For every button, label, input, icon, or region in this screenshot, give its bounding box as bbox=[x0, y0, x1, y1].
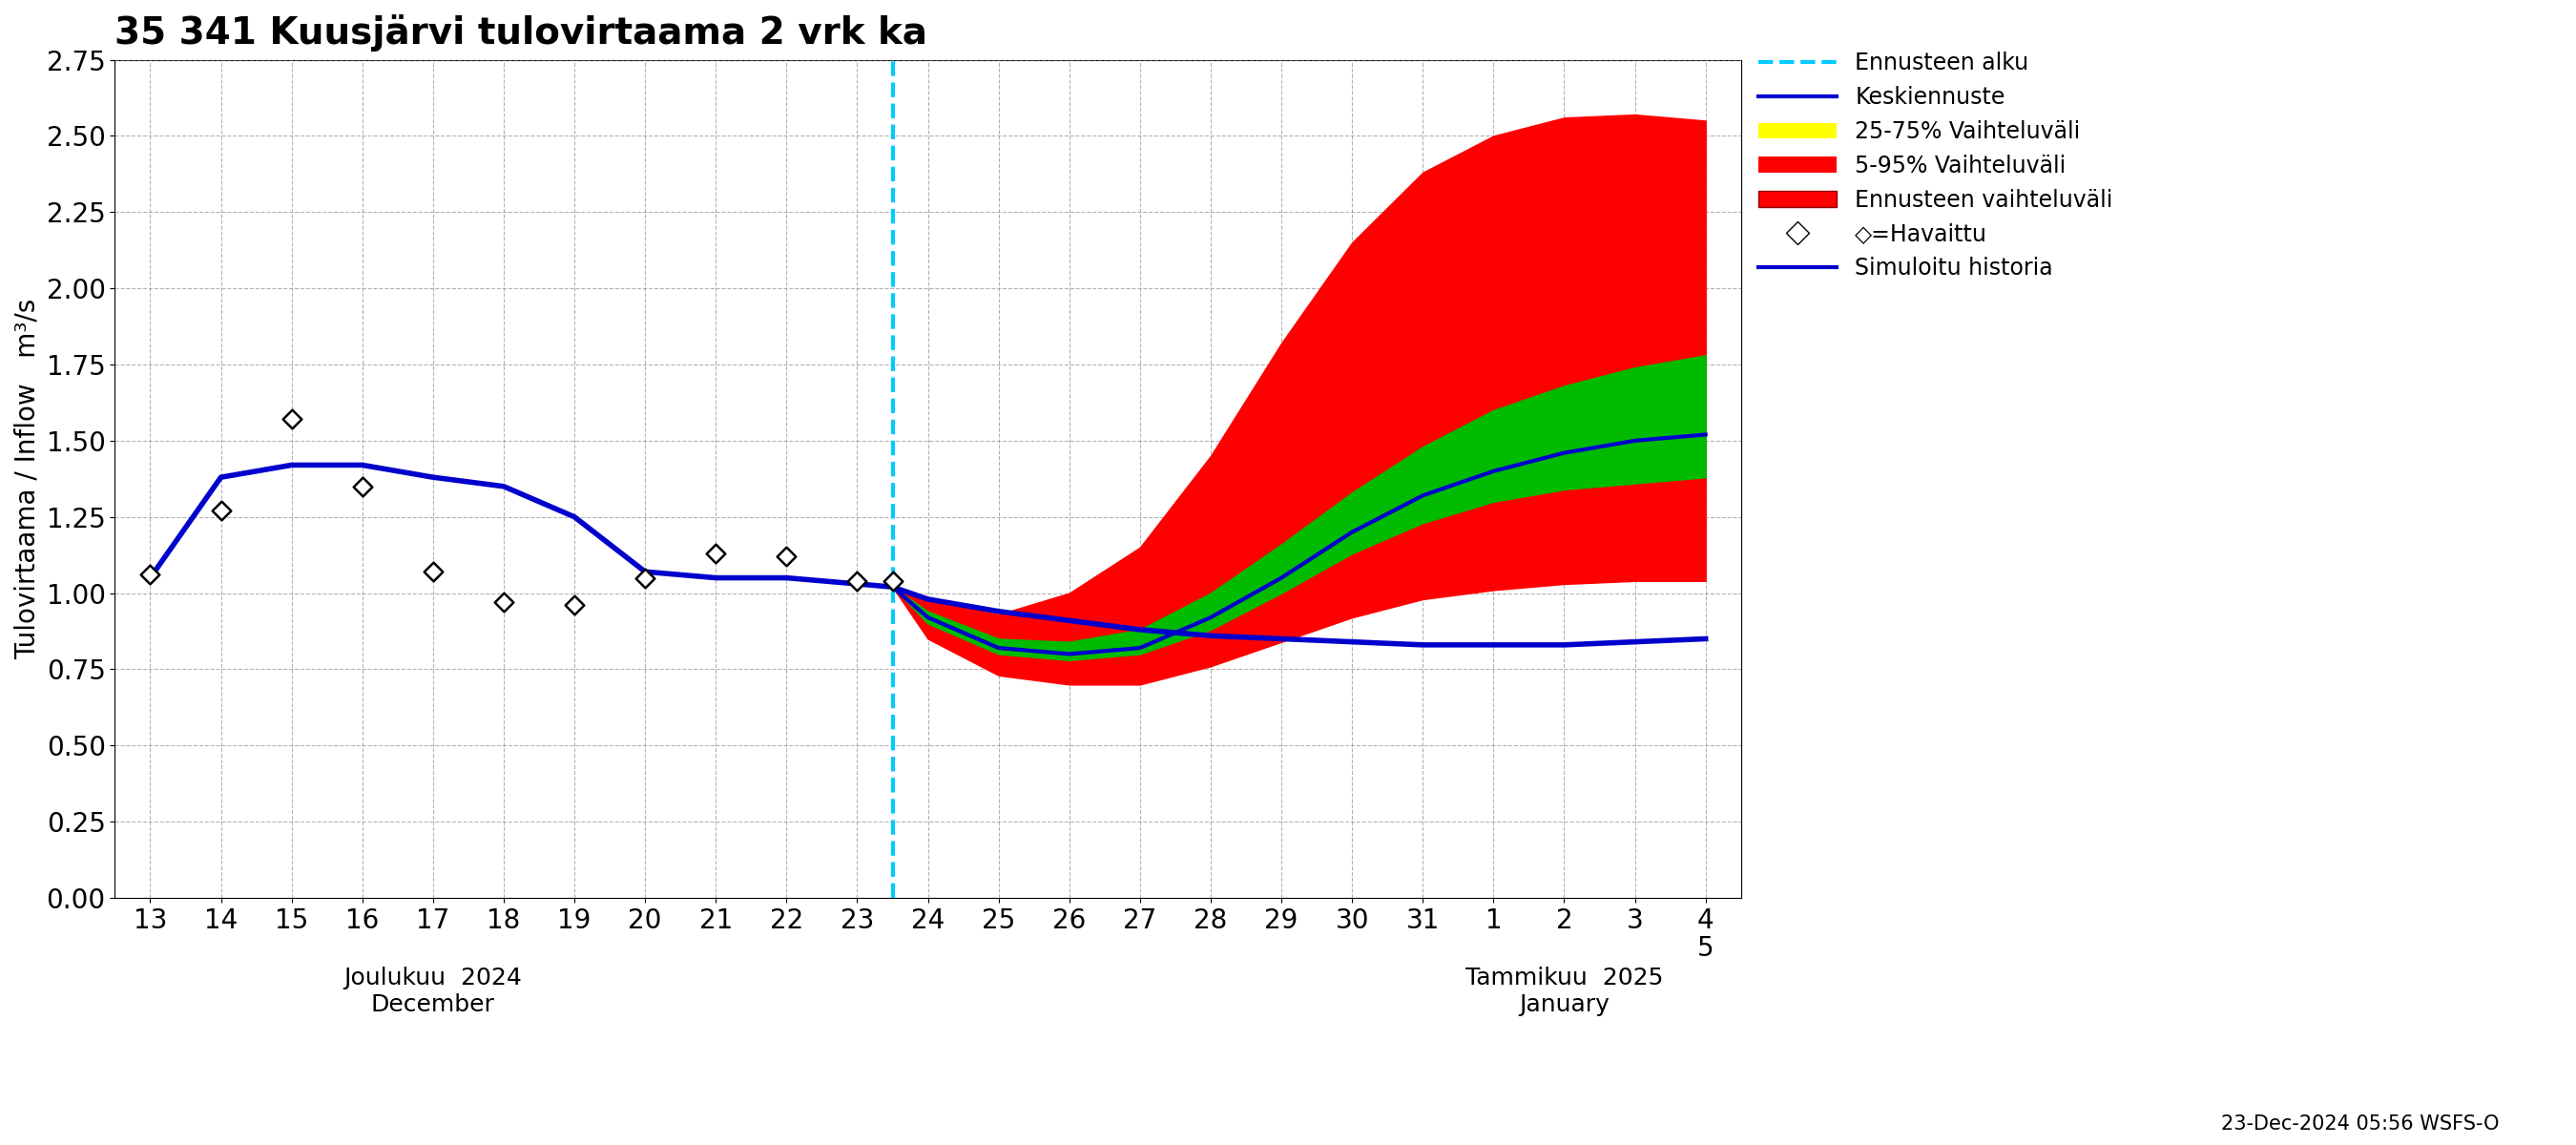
Legend: Ennusteen alku, Keskiennuste, 25-75% Vaihteluväli, 5-95% Vaihteluväli, Ennusteen: Ennusteen alku, Keskiennuste, 25-75% Vai… bbox=[1749, 44, 2123, 289]
Point bbox=[871, 571, 912, 590]
Text: 23-Dec-2024 05:56 WSFS-O: 23-Dec-2024 05:56 WSFS-O bbox=[2221, 1114, 2499, 1134]
Point bbox=[129, 566, 170, 584]
Point bbox=[837, 571, 878, 590]
Text: Joulukuu  2024
December: Joulukuu 2024 December bbox=[343, 966, 523, 1017]
Point bbox=[484, 593, 526, 611]
Text: 35 341 Kuusjärvi tulovirtaama 2 vrk ka: 35 341 Kuusjärvi tulovirtaama 2 vrk ka bbox=[116, 14, 927, 52]
Point bbox=[554, 597, 595, 615]
Text: Tammikuu  2025
January: Tammikuu 2025 January bbox=[1466, 966, 1664, 1017]
Text: 5: 5 bbox=[1698, 935, 1713, 962]
Point bbox=[343, 477, 384, 496]
Y-axis label: Tulovirtaama / Inflow   m³/s: Tulovirtaama / Inflow m³/s bbox=[15, 299, 41, 660]
Point bbox=[696, 544, 737, 562]
Point bbox=[201, 502, 242, 520]
Point bbox=[765, 547, 806, 566]
Point bbox=[412, 562, 453, 581]
Point bbox=[270, 410, 312, 428]
Point bbox=[623, 569, 665, 587]
